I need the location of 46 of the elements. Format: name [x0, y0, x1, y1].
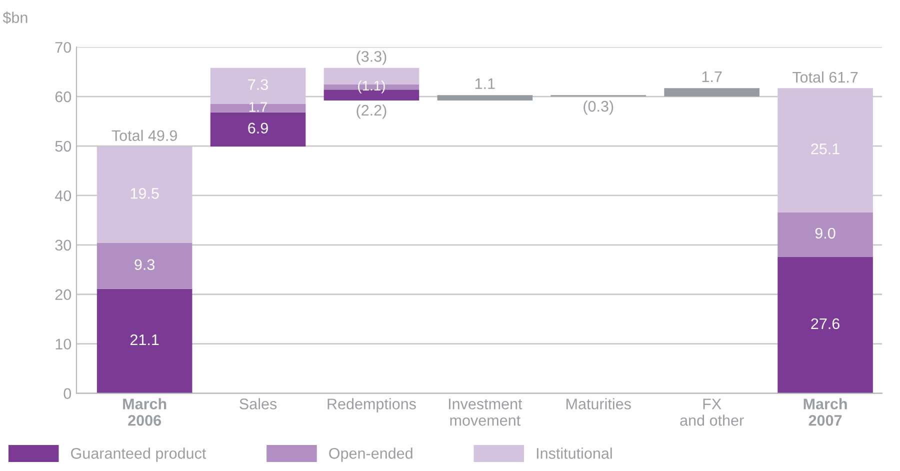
- bar: [664, 88, 760, 97]
- y-tick-label: 50: [55, 140, 72, 152]
- legend-label: Open-ended: [329, 448, 412, 462]
- y-tick-label: 60: [55, 91, 72, 102]
- bar: [778, 88, 873, 212]
- data-label: (0.3): [584, 100, 614, 115]
- x-tick-label: Maturities: [566, 398, 631, 410]
- x-tick-label: March 2006: [123, 398, 166, 426]
- bar: [778, 256, 873, 394]
- bar: [210, 112, 306, 147]
- data-label: (3.3): [356, 50, 386, 65]
- bar: [96, 146, 192, 243]
- y-tick-label: 0: [64, 388, 72, 399]
- y-axis-title: $bn: [2, 12, 28, 24]
- x-tick-label: FX and other: [680, 398, 744, 426]
- data-label: (2.2): [356, 104, 386, 119]
- data-label: 27.6: [811, 318, 840, 330]
- data-label: 19.5: [130, 188, 159, 199]
- data-label: 9.0: [815, 228, 836, 239]
- legend-label: Institutional: [536, 448, 612, 459]
- bar: [96, 288, 192, 394]
- data-label: 25.1: [811, 143, 840, 154]
- x-tick-label: Investment movement: [448, 398, 522, 426]
- y-tick-label: 40: [55, 190, 72, 202]
- x-tick-label: Sales: [240, 398, 277, 410]
- data-label: 9.3: [134, 259, 155, 270]
- data-label: 1.1: [475, 78, 495, 89]
- data-label: 7.3: [248, 79, 268, 90]
- data-label: 6.9: [248, 122, 268, 134]
- legend-label: Guaranteed product: [71, 448, 206, 462]
- y-tick-label: 70: [55, 42, 72, 53]
- y-tick-label: 10: [56, 338, 72, 350]
- y-tick-label: 20: [55, 289, 72, 300]
- data-label: 1.7: [249, 102, 267, 112]
- x-tick-label: Redemptions: [328, 398, 416, 412]
- bar: [96, 242, 192, 289]
- y-tick-label: 30: [55, 240, 72, 251]
- bar: [210, 68, 306, 104]
- bar: [210, 104, 306, 112]
- bar: [778, 212, 873, 257]
- x-tick-label: March 2007: [804, 398, 847, 426]
- total-label: Total 61.7: [792, 71, 858, 83]
- data-label: 21.1: [130, 334, 159, 346]
- total-label: Total 49.9: [112, 130, 177, 142]
- data-label: 1.7: [702, 72, 722, 82]
- bar: [437, 95, 533, 101]
